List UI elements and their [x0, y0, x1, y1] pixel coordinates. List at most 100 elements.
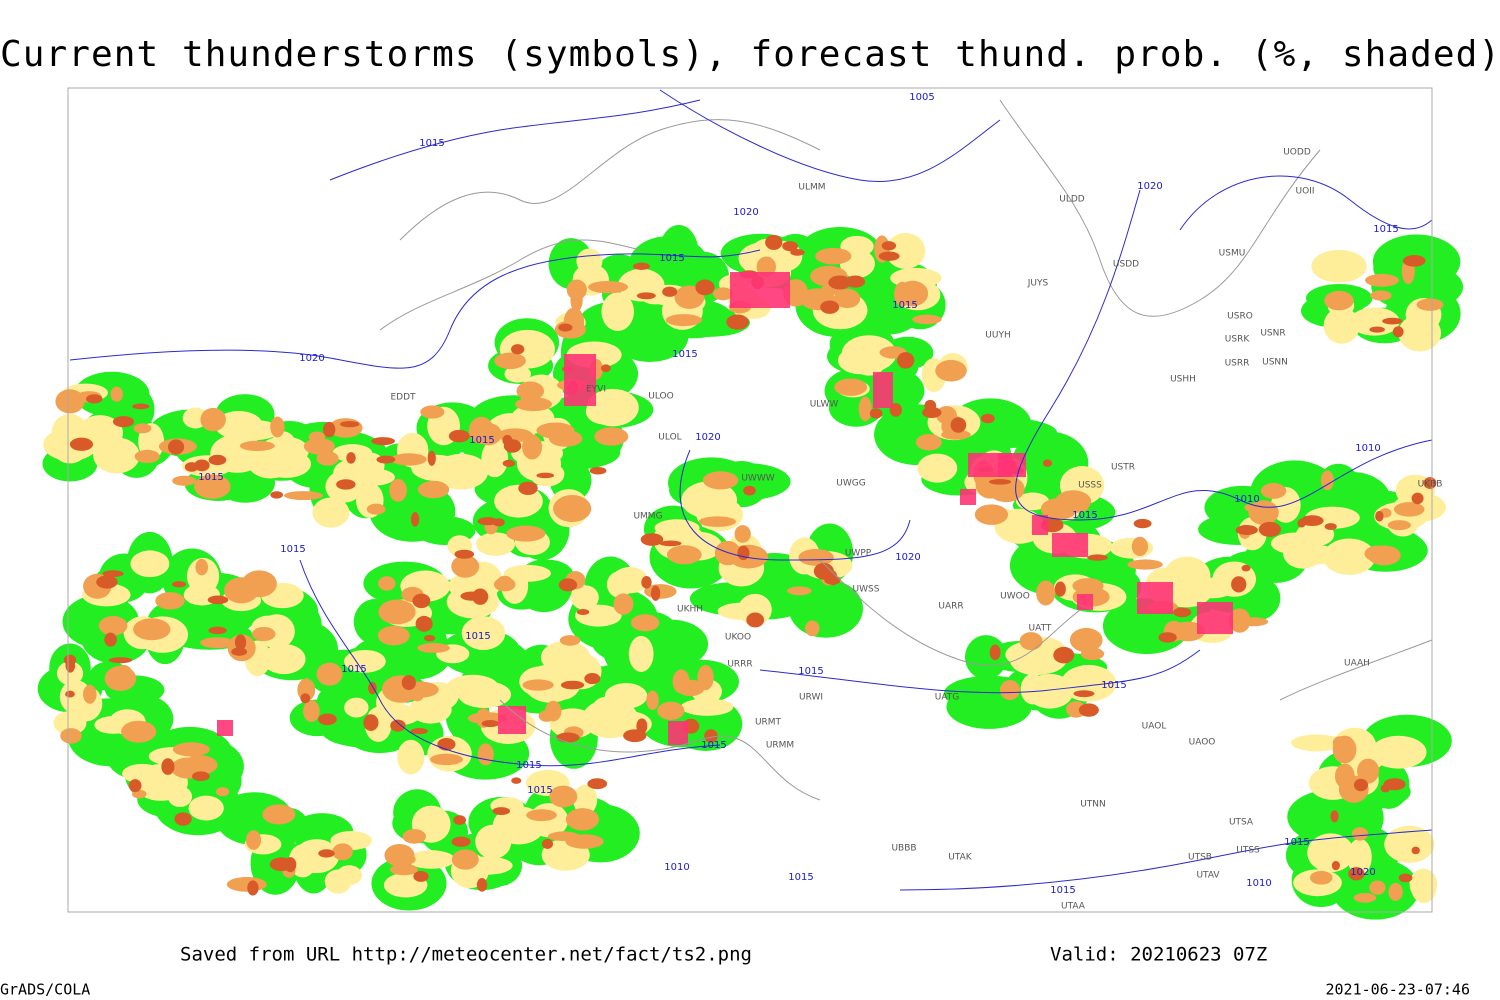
station-label: UTNN [1080, 800, 1106, 810]
shade-patch [556, 732, 580, 743]
shade-patch [417, 480, 450, 499]
shade-patch [662, 286, 678, 297]
thunderstorm-symbols [1052, 533, 1088, 557]
shade-patch [207, 595, 229, 605]
shade-patch [765, 234, 783, 250]
shade-patch [226, 877, 267, 892]
map-labels: 1005 1015 1020 1015 1015 1015 1020 1015 1020 1015… [198, 92, 1442, 912]
shade-patch [1228, 608, 1251, 633]
shade-patch [208, 454, 227, 466]
shade-patch [1351, 827, 1368, 841]
isobar [69, 249, 761, 369]
station-label: UAAH [1344, 659, 1370, 669]
thunderstorm-symbols [873, 372, 893, 408]
shade-patch [200, 407, 226, 432]
shade-patch [922, 407, 942, 419]
shade-patch [195, 558, 209, 576]
station-label: USHH [1170, 375, 1196, 385]
isobar-label: 1010 [664, 862, 689, 873]
shade-patch [665, 314, 702, 327]
shade-patch [787, 586, 812, 596]
shade-patch [83, 684, 97, 704]
shade-patch [186, 557, 220, 595]
shade-patch [363, 714, 379, 731]
shade-patch [743, 485, 756, 496]
shade-patch [851, 346, 887, 376]
shade-patch [1367, 545, 1401, 566]
shade-patch [303, 438, 335, 455]
shade-patch [600, 364, 611, 373]
shade-patch [344, 697, 369, 718]
isobar-label: 1015 [659, 253, 684, 264]
shade-patch [553, 494, 592, 523]
shade-patch [1307, 833, 1355, 873]
shade-patch [630, 614, 660, 632]
station-label: UTAV [1196, 871, 1220, 881]
shade-patch [834, 378, 868, 396]
shade-patch [1330, 810, 1339, 823]
shade-patch [834, 288, 861, 309]
shade-patch [536, 472, 555, 479]
station-label: UAOL [1142, 722, 1167, 732]
shade-patch [1311, 249, 1367, 283]
shade-patch [506, 525, 546, 542]
station-label: UKBB [1418, 480, 1443, 490]
shade-patch [734, 525, 751, 543]
station-label: URMT [755, 718, 782, 728]
coastlines [379, 99, 1433, 801]
shade-patch [467, 712, 508, 725]
shade-patch [133, 618, 171, 641]
shade-patch [897, 280, 929, 307]
thunderstorm-symbols [1137, 582, 1173, 614]
shade-patch [65, 658, 76, 673]
shade-patch [215, 787, 230, 797]
shade-patch [1173, 607, 1192, 618]
station-label: USDD [1113, 260, 1139, 270]
shade-patch [288, 844, 317, 878]
shade-patch [453, 815, 467, 825]
shade-patch [1019, 632, 1043, 651]
valid-time: Valid: 20210623 07Z [1050, 944, 1267, 966]
shade-patch [200, 637, 235, 649]
timestamp: 2021-06-23-07:46 [1326, 981, 1471, 999]
shade-patch [988, 479, 1012, 485]
shade-patch [451, 555, 480, 578]
station-label: UKHH [677, 605, 703, 615]
shade-patch [1053, 646, 1075, 664]
shade-patch [1241, 564, 1251, 572]
shade-patch [376, 455, 396, 464]
station-label: URMM [766, 741, 794, 751]
shade-patch [415, 615, 433, 632]
shade-patch [1073, 690, 1095, 698]
thunderstorm-symbols [564, 354, 596, 406]
shade-patch [628, 635, 654, 672]
station-label: UWOO [1000, 592, 1030, 602]
shade-patch [522, 434, 543, 460]
shade-patch [695, 279, 715, 296]
shade-patch [492, 807, 511, 816]
shade-patch [518, 481, 538, 495]
isobar-label: 1020 [895, 552, 920, 563]
shade-patch [430, 753, 463, 766]
shade-patch [410, 511, 420, 527]
shade-patch [454, 549, 475, 559]
thunderstorm-symbols [498, 706, 526, 734]
shade-patch [1235, 525, 1258, 536]
shade-patch [536, 422, 575, 439]
shade-patch [1331, 860, 1340, 871]
isobar-label: 1015 [419, 138, 444, 149]
shade-patch [503, 439, 522, 453]
isobar-label: 1015 [465, 631, 490, 642]
shade-patch [172, 475, 197, 486]
station-label: UWWW [741, 474, 774, 484]
station-label: ULOO [648, 392, 673, 402]
shade-patch [820, 300, 840, 314]
isobar [1015, 189, 1433, 521]
thunderstorm-symbols [998, 453, 1026, 477]
shade-patch [134, 449, 160, 464]
station-label: USNR [1260, 329, 1285, 339]
shade-patch [549, 785, 578, 808]
isobar-label: 1015 [1101, 680, 1126, 691]
shade-patch [697, 664, 714, 691]
